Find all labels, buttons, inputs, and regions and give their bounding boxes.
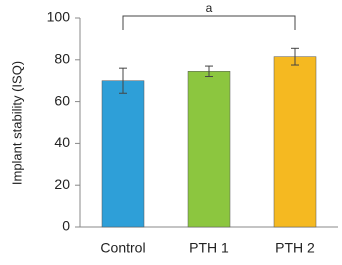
y-tick-label: 100 xyxy=(47,9,71,25)
y-tick-label: 0 xyxy=(62,218,70,234)
bar xyxy=(101,80,145,228)
x-tick-label: Control xyxy=(100,240,145,256)
significance-bracket xyxy=(122,15,296,30)
y-tick-label: 60 xyxy=(54,92,70,108)
error-bar xyxy=(291,47,299,66)
y-tick-label: 20 xyxy=(54,176,70,192)
x-tick-label: PTH 2 xyxy=(275,240,315,256)
bar xyxy=(187,71,231,228)
y-tick-label: 40 xyxy=(54,134,70,150)
y-tick-label: 80 xyxy=(54,51,70,67)
significance-label: a xyxy=(206,1,213,15)
y-axis-label: Implant stability (ISQ) xyxy=(9,61,24,185)
x-tick-label: PTH 1 xyxy=(189,240,229,256)
error-bar xyxy=(119,67,127,94)
error-bar xyxy=(205,65,213,78)
bar xyxy=(273,56,317,228)
